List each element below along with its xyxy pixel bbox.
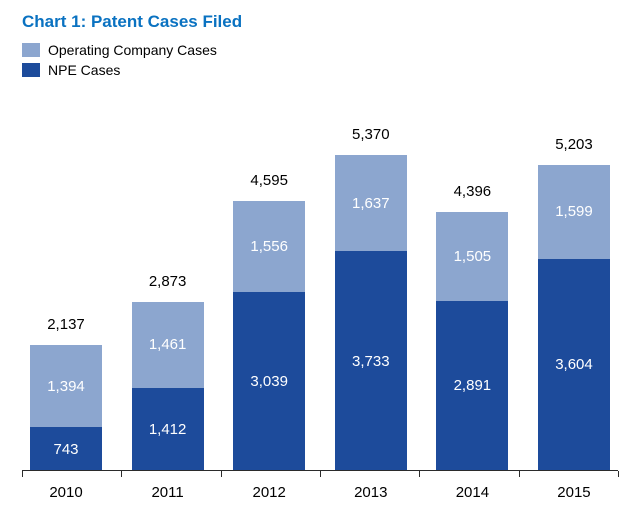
x-tick — [320, 471, 321, 477]
x-label: 2011 — [124, 484, 212, 501]
legend-label: Operating Company Cases — [48, 42, 217, 58]
bar-seg-npe: 743 — [30, 427, 102, 471]
total-label: 4,396 — [428, 183, 516, 200]
x-tick — [22, 471, 23, 477]
x-label: 2012 — [225, 484, 313, 501]
legend-item-npe: NPE Cases — [22, 62, 618, 78]
bar-seg-npe: 1,412 — [132, 388, 204, 471]
x-tick — [221, 471, 222, 477]
legend-swatch-npe — [22, 63, 40, 77]
x-tick — [121, 471, 122, 477]
chart-title: Chart 1: Patent Cases Filed — [22, 12, 618, 32]
bar-seg-npe: 3,733 — [335, 251, 407, 471]
bar-2010: 2,1377431,394 — [22, 345, 110, 471]
x-tick — [618, 471, 619, 477]
bar-seg-opco: 1,394 — [30, 345, 102, 427]
x-label: 2014 — [428, 484, 516, 501]
bar-2015: 5,2033,6041,599 — [530, 165, 618, 471]
legend-item-opco: Operating Company Cases — [22, 42, 618, 58]
legend-label: NPE Cases — [48, 62, 120, 78]
x-tick — [419, 471, 420, 477]
bar-seg-npe: 3,604 — [538, 259, 610, 471]
bar-seg-opco: 1,599 — [538, 165, 610, 259]
x-label: 2015 — [530, 484, 618, 501]
bar-seg-npe: 2,891 — [436, 301, 508, 471]
bars: 2,1377431,3942,8731,4121,4614,5953,0391,… — [22, 118, 618, 471]
bar-2012: 4,5953,0391,556 — [225, 201, 313, 471]
bar-2014: 4,3962,8911,505 — [428, 212, 516, 471]
x-label: 2013 — [327, 484, 415, 501]
bar-seg-opco: 1,505 — [436, 212, 508, 301]
bar-seg-opco: 1,637 — [335, 155, 407, 251]
total-label: 5,370 — [327, 126, 415, 143]
x-tick — [519, 471, 520, 477]
bar-seg-opco: 1,556 — [233, 201, 305, 293]
total-label: 5,203 — [530, 136, 618, 153]
chart-container: Chart 1: Patent Cases Filed Operating Co… — [0, 0, 640, 517]
x-axis-labels: 2010 2011 2012 2013 2014 2015 — [22, 484, 618, 501]
total-label: 2,137 — [22, 316, 110, 333]
total-label: 2,873 — [124, 273, 212, 290]
bar-seg-opco: 1,461 — [132, 302, 204, 388]
legend-swatch-opco — [22, 43, 40, 57]
bar-2011: 2,8731,4121,461 — [124, 302, 212, 471]
total-label: 4,595 — [225, 172, 313, 189]
plot-area: 2,1377431,3942,8731,4121,4614,5953,0391,… — [22, 118, 618, 471]
bar-seg-npe: 3,039 — [233, 292, 305, 471]
bar-2013: 5,3703,7331,637 — [327, 155, 415, 471]
x-label: 2010 — [22, 484, 110, 501]
legend: Operating Company Cases NPE Cases — [22, 42, 618, 78]
